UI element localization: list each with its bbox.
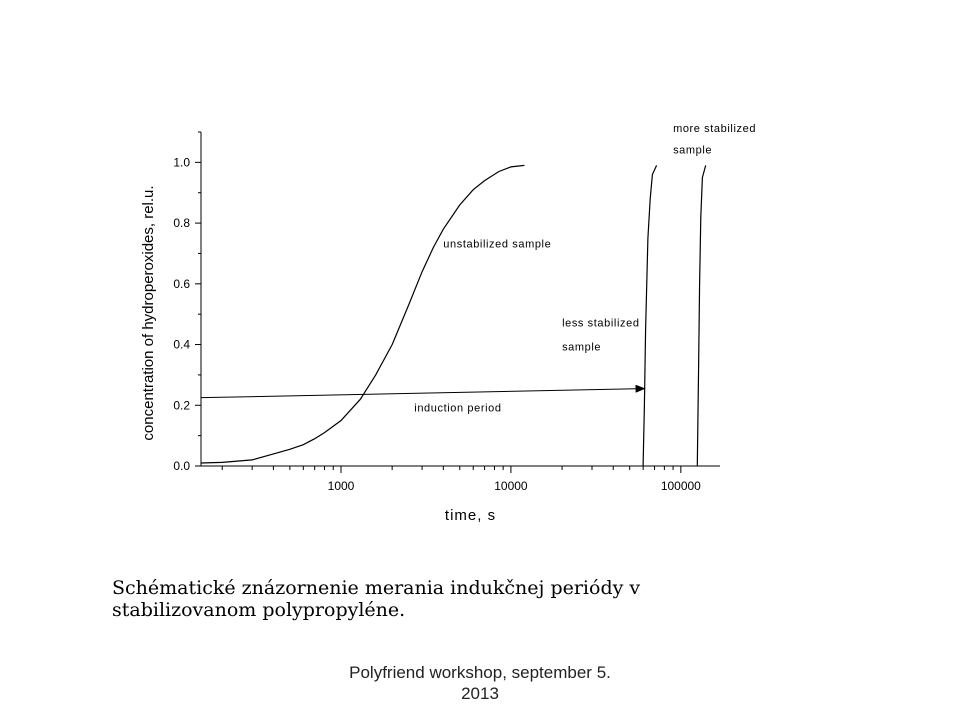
y-tick-label: 0.6 xyxy=(173,277,190,291)
y-tick-label: 0.0 xyxy=(173,459,190,473)
x-tick-label: 10000 xyxy=(494,479,528,493)
x-axis-label: time, s xyxy=(445,507,496,524)
annotation-label: induction period xyxy=(414,402,501,414)
y-tick-label: 0.4 xyxy=(173,338,190,352)
x-tick-label: 1000 xyxy=(328,479,355,493)
y-tick-label: 0.8 xyxy=(173,216,190,230)
figure-caption: Schématické znázornenie merania indukčne… xyxy=(112,577,641,621)
y-axis-label: concentration of hydroperoxides, rel.u. xyxy=(140,185,157,440)
annotation-label: sample xyxy=(673,144,712,156)
annotation-label: more stabilized xyxy=(673,123,756,135)
annotation-label: sample xyxy=(562,342,601,354)
induction-period-arrow xyxy=(200,384,646,399)
hydroperoxide-chart: 0.0 0.2 0.4 0.6 0.8 1.0 1000 10000 100000 time, … xyxy=(140,123,756,524)
slide-footer: Polyfriend workshop, september 5. 2013 xyxy=(349,663,611,703)
series-line xyxy=(642,165,658,467)
y-tick-label: 0.2 xyxy=(173,398,190,412)
annotation-label: less stabilized xyxy=(562,317,639,329)
series-line xyxy=(200,164,525,464)
x-tick-label: 100000 xyxy=(661,479,701,493)
series-line xyxy=(696,165,707,467)
y-tick-label: 1.0 xyxy=(173,155,190,169)
annotation-label: unstabilized sample xyxy=(443,238,551,250)
